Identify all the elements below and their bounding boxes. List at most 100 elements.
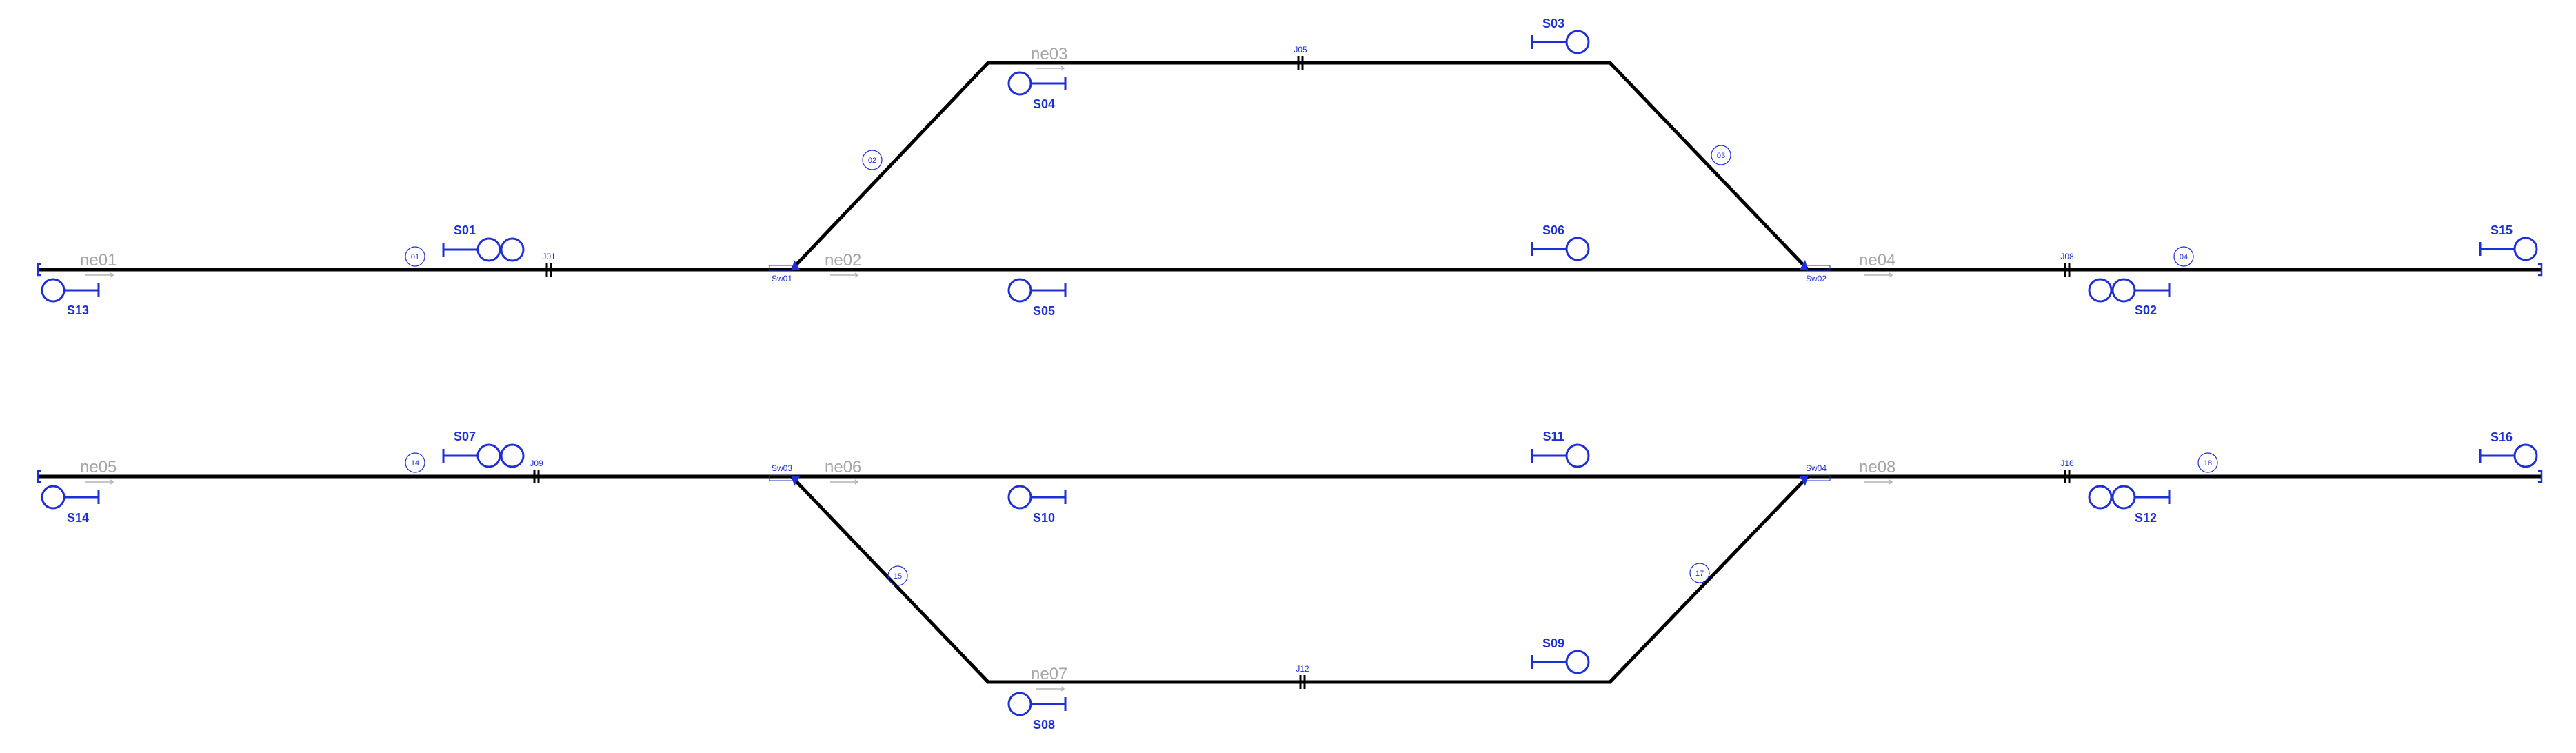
signal-icon	[41, 278, 100, 303]
ne-label-ne05: ne05	[80, 458, 117, 476]
svg-text:J08: J08	[2060, 252, 2074, 261]
track-section-markers: 01 02 03 04 14 15 17 18	[405, 145, 2218, 586]
signal-icon	[1007, 485, 1067, 510]
insulated-joints: J01 J05 J08 J09 J12 J16	[530, 45, 2074, 689]
svg-text:J09: J09	[530, 459, 543, 468]
section-18[interactable]: 18	[2197, 452, 2218, 473]
signal-S03[interactable]: S03	[1531, 17, 1590, 54]
svg-text:S10: S10	[1033, 511, 1055, 525]
section-14[interactable]: 14	[405, 452, 425, 473]
switch-point-icon	[792, 260, 800, 270]
joint-J16[interactable]: J16	[2060, 459, 2074, 483]
signal-icon	[1007, 71, 1067, 96]
joint-J08[interactable]: J08	[2060, 252, 2074, 277]
signal-S14[interactable]: S14	[41, 485, 100, 525]
ne-label-ne03: ne03	[1031, 45, 1067, 63]
signal-icon	[2088, 278, 2171, 303]
ne-label-ne04: ne04	[1859, 251, 1895, 270]
direction-arrow-icon	[830, 479, 859, 485]
svg-text:S16: S16	[2491, 430, 2513, 444]
joint-J09[interactable]: J09	[530, 459, 543, 483]
buffer-stop-right-bottom	[2538, 470, 2543, 483]
direction-arrow-icon	[1036, 66, 1065, 71]
signal-S04[interactable]: S04	[1007, 71, 1067, 111]
ne-label-ne02: ne02	[825, 251, 861, 270]
signal-S10[interactable]: S10	[1007, 485, 1067, 525]
signal-S02[interactable]: S02	[2088, 278, 2171, 317]
signal-S16[interactable]: S16	[2479, 430, 2538, 468]
buffer-stop-left-top	[37, 263, 41, 277]
switch-Sw03[interactable]: Sw03	[769, 463, 800, 486]
section-02[interactable]: 02	[862, 150, 883, 170]
signal-S01[interactable]: S01	[442, 223, 525, 262]
svg-text:S04: S04	[1033, 97, 1055, 111]
svg-text:S02: S02	[2135, 303, 2157, 317]
signal-S13[interactable]: S13	[41, 278, 100, 317]
svg-text:04: 04	[2180, 253, 2188, 261]
buffer-stop-left-bottom	[37, 470, 41, 483]
switch-Sw01[interactable]: Sw01	[769, 260, 800, 283]
direction-arrow-icon	[1864, 272, 1893, 278]
section-04[interactable]: 04	[2173, 246, 2194, 267]
signal-S05[interactable]: S05	[1007, 278, 1067, 318]
signal-S11[interactable]: S11	[1531, 430, 1590, 468]
signals: S01 S02 S03	[41, 17, 2538, 732]
signal-icon	[1007, 278, 1067, 303]
track-ne07[interactable]	[790, 475, 1809, 684]
signal-icon	[2479, 443, 2538, 468]
direction-arrow-icon	[1036, 686, 1065, 692]
svg-text:S12: S12	[2135, 511, 2157, 525]
section-01[interactable]: 01	[405, 246, 425, 267]
signal-icon	[1531, 237, 1590, 261]
switch-Sw02[interactable]: Sw02	[1800, 260, 1831, 283]
svg-text:Sw02: Sw02	[1806, 274, 1827, 283]
svg-text:S08: S08	[1033, 718, 1055, 732]
ne-label-ne01: ne01	[80, 251, 117, 270]
section-15[interactable]: 15	[887, 565, 908, 586]
tracks	[38, 61, 2542, 684]
svg-text:S14: S14	[67, 511, 89, 525]
svg-text:S15: S15	[2491, 223, 2513, 237]
switch-point-icon	[1800, 476, 1808, 486]
svg-text:18: 18	[2204, 459, 2212, 468]
svg-text:03: 03	[1717, 152, 1725, 160]
section-17[interactable]: 17	[1689, 563, 1710, 583]
svg-text:S06: S06	[1542, 223, 1564, 237]
signal-S06[interactable]: S06	[1531, 223, 1590, 261]
joint-J05[interactable]: J05	[1294, 45, 1307, 70]
signal-icon	[1531, 650, 1590, 674]
switches: Sw01 Sw02 Sw03 Sw04	[769, 260, 1831, 486]
svg-text:14: 14	[411, 459, 419, 468]
signal-S09[interactable]: S09	[1531, 636, 1590, 674]
signal-icon	[41, 485, 100, 510]
switch-Sw04[interactable]: Sw04	[1800, 463, 1831, 486]
svg-text:17: 17	[1695, 570, 1704, 578]
svg-text:J16: J16	[2060, 459, 2074, 468]
switch-point-icon	[792, 476, 800, 486]
signal-icon	[1007, 692, 1067, 716]
svg-text:J01: J01	[542, 252, 556, 261]
ne-label-ne06: ne06	[825, 458, 861, 476]
svg-text:S07: S07	[454, 430, 476, 443]
net-element-labels: ne01 ne02 ne03 ne04 ne05 ne06 ne07 ne08	[80, 45, 1895, 692]
section-03[interactable]: 03	[1711, 145, 1731, 165]
signal-S07[interactable]: S07	[442, 430, 525, 468]
svg-text:02: 02	[868, 157, 876, 165]
joint-J12[interactable]: J12	[1296, 664, 1309, 689]
signal-icon	[1531, 30, 1590, 54]
direction-arrow-icon	[85, 272, 114, 278]
switch-point-icon	[1800, 260, 1808, 270]
svg-text:Sw01: Sw01	[772, 274, 792, 283]
buffer-stops	[37, 263, 2543, 483]
svg-text:S01: S01	[454, 223, 476, 237]
svg-text:J05: J05	[1294, 45, 1307, 54]
track-ne03[interactable]	[790, 61, 1809, 271]
joint-J01[interactable]: J01	[542, 252, 556, 277]
signal-S15[interactable]: S15	[2479, 223, 2538, 261]
svg-text:15: 15	[894, 572, 902, 581]
svg-text:Sw03: Sw03	[772, 463, 792, 473]
signal-S08[interactable]: S08	[1007, 692, 1067, 732]
signal-S12[interactable]: S12	[2088, 485, 2171, 525]
direction-arrow-icon	[85, 479, 114, 485]
